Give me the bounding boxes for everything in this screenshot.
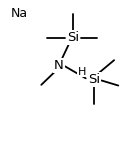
Text: Na: Na — [11, 7, 28, 20]
Text: H: H — [78, 67, 86, 77]
Text: Si: Si — [88, 73, 100, 86]
Text: N: N — [54, 59, 64, 72]
Text: Si: Si — [67, 31, 79, 44]
